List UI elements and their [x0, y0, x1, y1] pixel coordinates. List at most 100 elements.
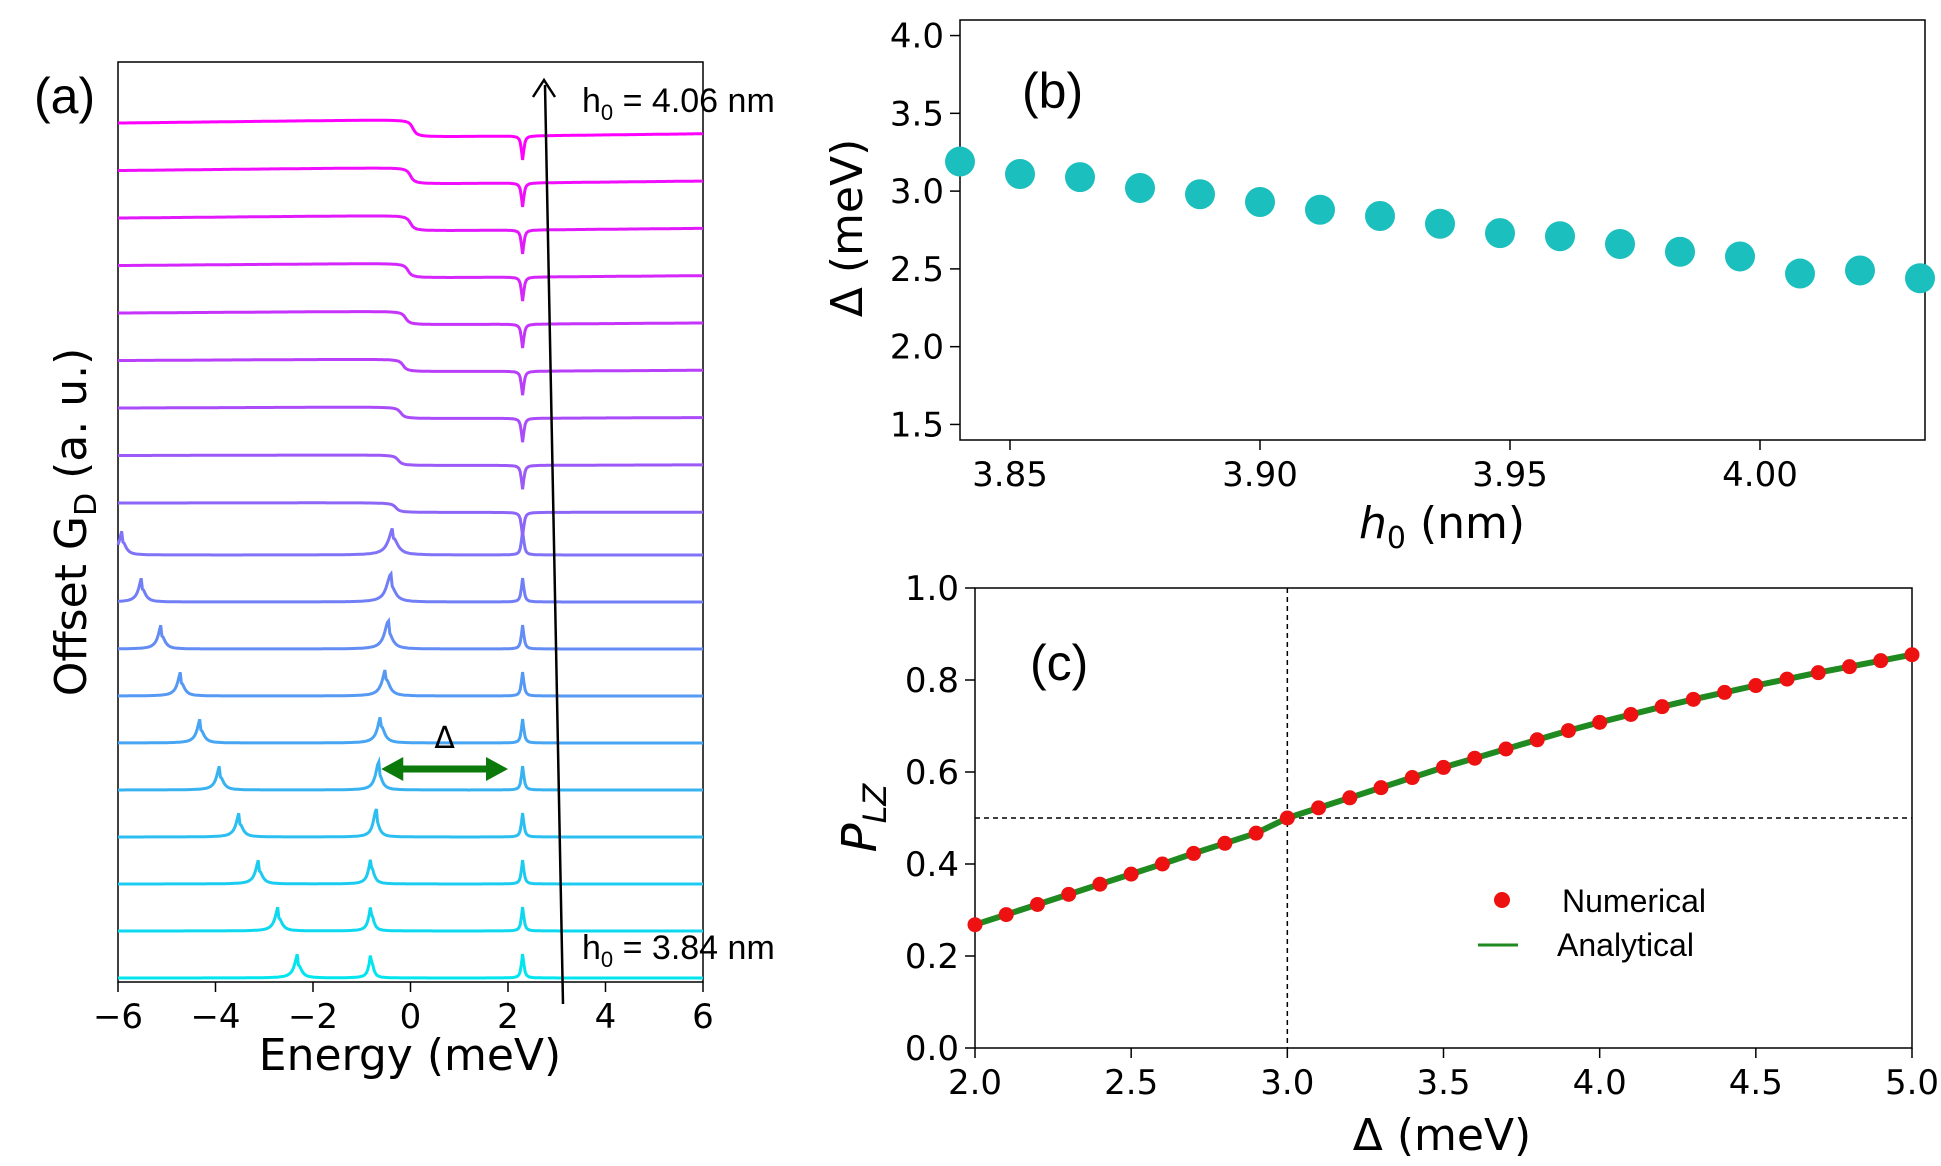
panel-b-axes: 3.85 3.90 3.95 4.00 1.5 2.0 2.5 3.0 3.5 4.0	[890, 17, 1798, 495]
spectrum-curve-9	[118, 570, 703, 604]
spectrum-curve-1	[118, 953, 703, 980]
panel-b-y-tick-label: 3.0	[890, 172, 944, 212]
numerical-point	[1498, 741, 1514, 757]
legend-analytical-label: Analytical	[1557, 927, 1694, 963]
h0-arrow	[531, 77, 565, 1005]
spectrum-curve-16	[118, 262, 703, 302]
numerical-point	[1061, 886, 1077, 902]
h0-bottom-label: h0 = 3.84 nm	[582, 929, 775, 972]
legend-numerical-label: Numerical	[1562, 883, 1706, 919]
panel-c-legend: Numerical Analytical	[1478, 883, 1706, 963]
numerical-point	[967, 917, 983, 933]
numerical-point	[1560, 723, 1576, 739]
panel-c-axes: 2.0 2.5 3.0 3.5 4.0 4.5 5.0 0.0 0.2 0.4 0.6 0.8 1.0	[905, 569, 1939, 1103]
numerical-point	[1904, 647, 1920, 663]
spectrum-curve-19	[117, 118, 704, 161]
panel-b-point	[1665, 236, 1695, 267]
panel-a-frame	[117, 61, 704, 983]
numerical-point	[1810, 665, 1826, 681]
numerical-point	[1592, 714, 1608, 730]
gap-arrow	[381, 757, 508, 781]
panel-a-x-axis: −6 −4 −2 0 2 4 6	[93, 982, 714, 1037]
panel-b-point	[1485, 218, 1515, 249]
numerical-point	[1186, 845, 1202, 861]
spectrum-curve-6	[118, 716, 703, 745]
panel-b-y-label: Δ (meV)	[822, 139, 873, 317]
spectrum-curve-4	[118, 808, 703, 839]
panel-b-x-tick-label: 3.90	[1222, 455, 1298, 495]
spectrum-curve-13	[118, 405, 703, 443]
spectrum-curve-15	[118, 310, 703, 349]
panel-b-point	[1365, 201, 1395, 231]
numerical-point	[1342, 790, 1358, 806]
panel-b-point	[1725, 241, 1755, 272]
numerical-point	[1748, 678, 1764, 694]
legend-numerical-marker	[1494, 892, 1510, 908]
numerical-point	[1467, 750, 1483, 766]
panel-b-point	[1845, 255, 1875, 286]
panel-b-point	[1305, 194, 1335, 225]
numerical-point	[1654, 699, 1670, 715]
panel-a-x-tick-label: −2	[288, 997, 338, 1037]
panel-b-x-tick-label: 4.00	[1722, 455, 1798, 495]
panel-a: (a) Δ h0 = 4.06 nm h0 = 3.84 nm −6 −4 −2 0 2…	[34, 61, 775, 1081]
h0-top-label: h0 = 4.06 nm	[582, 82, 775, 125]
spectrum-curve-12	[118, 453, 703, 490]
panel-c-x-tick-label: 2.0	[948, 1063, 1002, 1103]
panel-b-point	[1785, 258, 1815, 289]
panel-b-y-tick-label: 1.5	[890, 405, 944, 445]
spectrum-curve-5	[118, 756, 703, 792]
panel-b-point	[1185, 179, 1215, 210]
panel-b-y-tick-label: 3.5	[890, 94, 944, 134]
spectrum-curve-8	[118, 617, 703, 651]
numerical-point	[1717, 684, 1733, 700]
spectrum-curve-14	[118, 358, 703, 396]
panel-b-point	[1005, 159, 1035, 189]
gap-label: Δ	[434, 721, 455, 756]
panel-a-x-label: Energy (meV)	[259, 1030, 561, 1081]
numerical-point	[1279, 810, 1295, 826]
numerical-point	[1029, 896, 1045, 912]
analytical-line	[974, 651, 1913, 928]
panel-a-x-tick-label: 0	[400, 997, 422, 1037]
panel-c-y-tick-label: 0.2	[905, 937, 959, 977]
numerical-point	[1217, 835, 1233, 851]
panel-a-x-tick-label: 4	[595, 997, 617, 1037]
h0-arrow-shaft	[543, 84, 565, 1005]
panel-c-letter: (c)	[1030, 635, 1088, 691]
panel-a-letter: (a)	[34, 68, 95, 124]
panel-a-x-tick-label: 2	[497, 997, 519, 1037]
panel-a-x-tick-label: 6	[692, 997, 714, 1037]
panel-c-x-tick-label: 3.0	[1260, 1063, 1314, 1103]
panel-b-letter: (b)	[1022, 63, 1083, 119]
panel-a-y-label: Offset GD (a. u.)	[46, 348, 104, 697]
panel-b-frame	[959, 19, 1926, 441]
numerical-point	[1436, 759, 1451, 775]
numerical-point	[1123, 866, 1139, 882]
panel-a-x-tick-label: −4	[190, 997, 240, 1037]
panel-c-series	[967, 588, 1920, 1048]
gap-arrow-left-head-icon	[381, 757, 404, 781]
panel-b-point	[1905, 263, 1935, 294]
panel-b-x-tick-label: 3.85	[972, 455, 1048, 495]
numerical-point	[1873, 653, 1889, 669]
panel-c-x-tick-label: 5.0	[1885, 1063, 1939, 1103]
numerical-point	[1154, 856, 1170, 872]
panel-b-point	[1065, 162, 1095, 193]
spectrum-curve-7	[118, 669, 703, 698]
panel-b-x-label: h0 (nm)	[1359, 498, 1525, 556]
panel-c-x-label: Δ (meV)	[1353, 1110, 1531, 1161]
panel-b-y-tick-label: 2.0	[890, 328, 944, 368]
panel-c-y-label: PLZ	[832, 783, 894, 853]
panel-b-point	[1545, 221, 1575, 252]
numerical-point	[1092, 876, 1108, 892]
panel-b-point	[1425, 208, 1455, 239]
numerical-point	[1404, 770, 1420, 786]
panel-b-y-tick-label: 2.5	[890, 250, 944, 290]
panel-b-y-tick-label: 4.0	[890, 17, 944, 57]
panel-a-curves	[116, 118, 704, 980]
numerical-point	[1842, 659, 1858, 675]
numerical-point	[1685, 691, 1701, 707]
spectrum-curve-18	[117, 166, 704, 208]
